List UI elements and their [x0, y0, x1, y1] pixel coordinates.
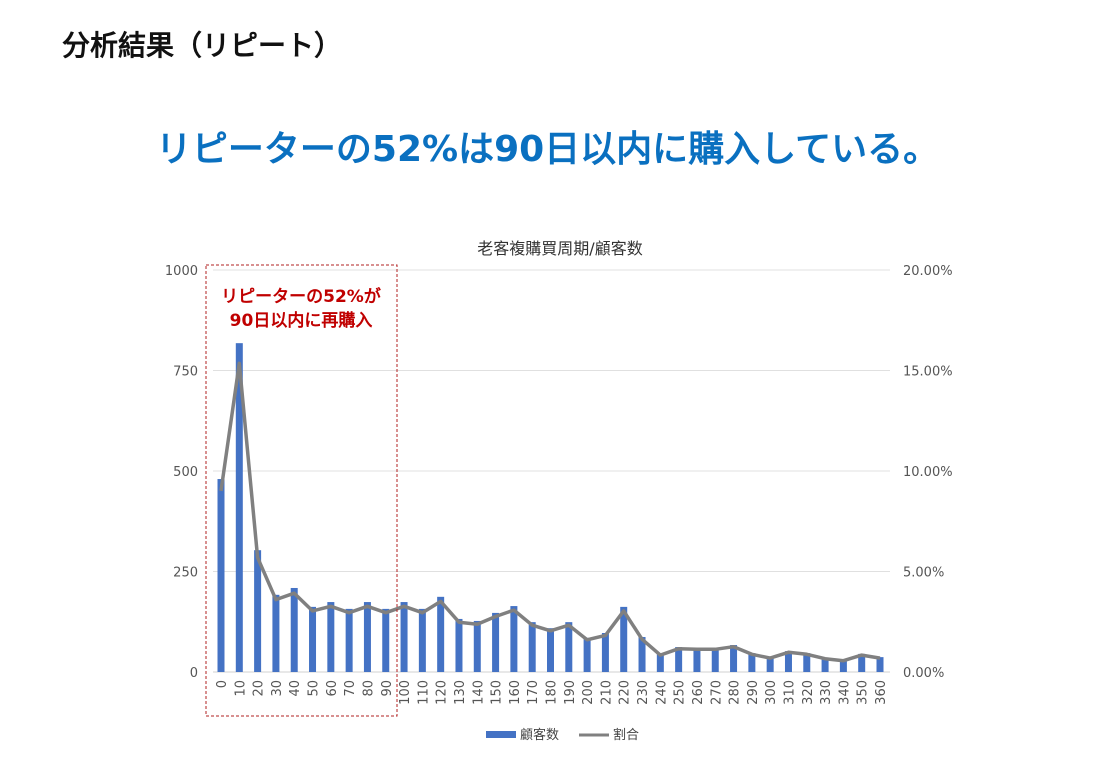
bar-240	[656, 653, 664, 672]
x-tick-label: 330	[819, 680, 834, 705]
bar-0	[217, 479, 225, 672]
bar-260	[693, 647, 701, 672]
x-tick-label: 60	[325, 680, 340, 697]
bar-20	[254, 550, 262, 672]
bar-140	[473, 620, 481, 672]
bar-340	[839, 659, 847, 672]
bar-210	[601, 633, 609, 672]
y-right-tick-label: 15.00%	[903, 365, 953, 380]
bar-300	[766, 657, 774, 672]
bar-180	[547, 628, 554, 672]
x-tick-label: 260	[691, 680, 706, 705]
x-tick-label: 110	[416, 680, 431, 705]
x-tick-label: 130	[453, 680, 468, 705]
x-tick-label: 70	[343, 680, 358, 697]
bar-160	[510, 606, 518, 672]
x-tick-label: 180	[545, 680, 560, 705]
x-tick-label: 270	[709, 680, 724, 705]
x-tick-label: 30	[270, 680, 285, 697]
x-tick-label: 360	[874, 680, 889, 705]
x-tick-label: 220	[618, 680, 633, 705]
bar-30	[272, 594, 280, 672]
x-tick-label: 310	[782, 680, 797, 705]
x-tick-label: 80	[361, 680, 376, 697]
bar-230	[638, 637, 646, 672]
headline: リピーターの52%は90日以内に購入している。	[155, 129, 940, 170]
y-left-tick-label: 250	[173, 566, 198, 581]
annotation-line-1: リピーターの52%が	[221, 286, 381, 307]
x-tick-label: 240	[654, 680, 669, 705]
y-right-tick-label: 5.00%	[903, 566, 944, 581]
legend-bar-swatch	[486, 731, 516, 738]
x-tick-label: 100	[398, 680, 413, 705]
x-tick-label: 200	[581, 680, 596, 705]
bar-350	[858, 653, 866, 672]
x-tick-label: 150	[490, 680, 505, 705]
x-tick-label: 230	[636, 680, 651, 705]
x-tick-label: 350	[856, 680, 871, 705]
y-left-tick-label: 0	[190, 666, 198, 681]
bar-320	[803, 653, 811, 672]
x-tick-label: 280	[728, 680, 743, 705]
bar-70	[345, 608, 353, 672]
bar-270	[711, 647, 719, 672]
y-right-tick-label: 10.00%	[903, 465, 953, 480]
y-left-tick-label: 500	[173, 465, 198, 480]
y-right-tick-label: 20.00%	[903, 264, 953, 279]
legend: 顧客数 割合	[486, 727, 639, 743]
chart-title: 老客複購買周期/顧客数	[477, 239, 642, 258]
bar-330	[821, 657, 829, 672]
legend-line-label: 割合	[613, 727, 639, 743]
x-tick-label: 320	[801, 680, 816, 705]
x-tick-label: 170	[526, 680, 541, 705]
bar-250	[675, 647, 683, 672]
bar-40	[290, 587, 298, 672]
annotation-line-2: 90日以内に再購入	[230, 310, 373, 331]
x-tick-label: 190	[563, 680, 578, 705]
ratio-line	[219, 361, 881, 663]
bar-310	[784, 651, 792, 672]
bar-110	[418, 608, 426, 672]
x-tick-label: 50	[307, 680, 322, 697]
bar-360	[876, 657, 884, 672]
bar-50	[309, 606, 317, 672]
bar-190	[565, 622, 573, 672]
x-tick-label: 340	[837, 680, 852, 705]
bar-290	[748, 653, 756, 672]
bar-60	[327, 602, 335, 672]
bar-10	[235, 343, 243, 672]
bar-170	[528, 622, 536, 672]
x-tick-label: 140	[471, 680, 486, 705]
x-tick-label: 300	[764, 680, 779, 705]
x-tick-label: 290	[746, 680, 761, 705]
x-tick-label: 120	[435, 680, 450, 705]
bar-200	[583, 637, 591, 672]
y-left-tick-label: 750	[173, 365, 198, 380]
y-left-tick-label: 1000	[165, 264, 198, 279]
y-right-tick-label: 0.00%	[903, 666, 944, 681]
x-tick-label: 40	[288, 680, 303, 697]
x-tick-label: 210	[599, 680, 614, 705]
bar-120	[437, 596, 445, 672]
bar-80	[363, 602, 371, 672]
x-tick-label: 20	[252, 680, 267, 697]
x-tick-label: 250	[673, 680, 688, 705]
annotation-box	[205, 264, 398, 717]
x-tick-label: 160	[508, 680, 523, 705]
bar-90	[382, 608, 390, 672]
bar-100	[400, 602, 408, 672]
x-tick-label: 0	[215, 680, 230, 688]
x-tick-label: 90	[380, 680, 395, 697]
bar-130	[455, 618, 463, 672]
page-title: 分析結果（リピート）	[62, 29, 343, 62]
bar-220	[620, 606, 628, 672]
x-tick-label: 10	[233, 680, 248, 697]
bar-280	[730, 645, 738, 672]
bar-150	[492, 612, 500, 672]
legend-bar-label: 顧客数	[520, 727, 559, 743]
